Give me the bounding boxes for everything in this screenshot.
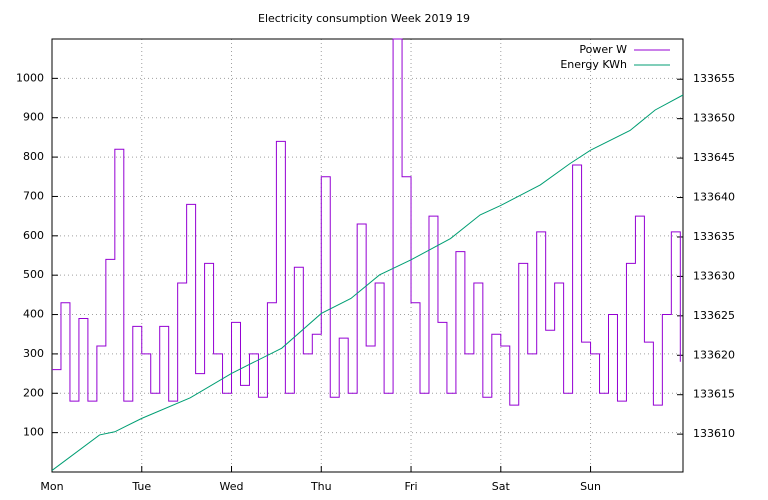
legend-label: Energy KWh: [560, 58, 627, 71]
series-line: [52, 38, 681, 406]
y2-tick-label: 133625: [693, 309, 735, 322]
y2-tick-label: 133640: [693, 191, 735, 204]
y2-tick-label: 133645: [693, 151, 735, 164]
x-tick-label: Fri: [404, 480, 417, 493]
plot-border: [51, 38, 684, 473]
x-tick-label: Mon: [40, 480, 63, 493]
y-tick-label: 300: [23, 347, 44, 360]
y-tick-label: 600: [23, 229, 44, 242]
x-tick-label: Sun: [580, 480, 601, 493]
y-tick-label: 900: [23, 111, 44, 124]
y2-tick-label: 133635: [693, 230, 735, 243]
y2-tick-label: 133630: [693, 269, 735, 282]
chart-title: Electricity consumption Week 2019 19: [258, 12, 470, 25]
y2-tick-label: 133610: [693, 427, 735, 440]
y-tick-label: 100: [23, 426, 44, 439]
y-tick-label: 800: [23, 150, 44, 163]
x-tick-label: Tue: [131, 480, 151, 493]
y-tick-label: 500: [23, 268, 44, 281]
y2-tick-label: 133620: [693, 348, 735, 361]
series-line: [51, 94, 684, 471]
legend-label: Power W: [579, 43, 627, 56]
y-tick-label: 400: [23, 308, 44, 321]
y-tick-label: 1000: [16, 71, 44, 84]
y2-tick-label: 133615: [693, 388, 735, 401]
y2-tick-label: 133650: [693, 112, 735, 125]
y2-tick-label: 133655: [693, 72, 735, 85]
x-tick-label: Thu: [310, 480, 332, 493]
x-tick-label: Wed: [220, 480, 244, 493]
y-tick-label: 700: [23, 189, 44, 202]
x-tick-label: Sat: [492, 480, 511, 493]
y-tick-label: 200: [23, 386, 44, 399]
